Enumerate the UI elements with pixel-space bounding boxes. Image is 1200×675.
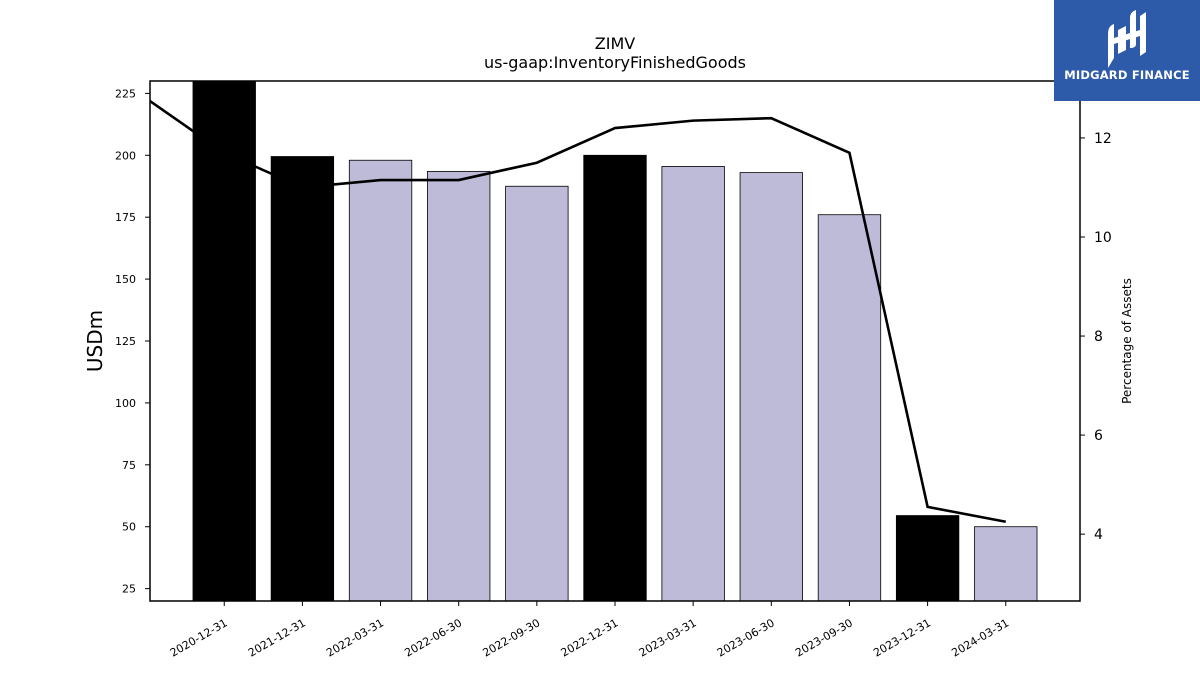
x-tick-label: 2023-12-31 bbox=[871, 616, 933, 659]
y-axis-left: 25 50 75 100 125 150 175 200 225 bbox=[115, 87, 150, 596]
x-tick-label: 2022-12-31 bbox=[559, 616, 621, 659]
y-tick-label: 175 bbox=[115, 211, 136, 224]
y-tick-label: 150 bbox=[115, 273, 136, 286]
y-tick-label: 100 bbox=[115, 397, 136, 410]
chart-title: ZIMV bbox=[595, 34, 635, 53]
line-group bbox=[150, 99, 1006, 524]
x-tick-label: 2022-06-30 bbox=[402, 616, 464, 659]
y-axis-label: USDm bbox=[83, 310, 107, 372]
bar-2023-06-30 bbox=[739, 172, 803, 602]
y2-axis-label: Percentage of Assets bbox=[1120, 278, 1134, 404]
x-tick-label: 2022-09-30 bbox=[480, 616, 542, 659]
bar-2023-09-30 bbox=[817, 214, 882, 602]
x-axis: 2020-12-31 2021-12-31 2022-03-31 2022-06-30… bbox=[168, 601, 1011, 660]
x-tick-label: 2023-03-31 bbox=[637, 616, 699, 659]
y-tick-label: 125 bbox=[115, 335, 136, 348]
bar-2021-12-31 bbox=[270, 156, 335, 602]
x-tick-label: 2020-12-31 bbox=[168, 616, 230, 659]
percentage-line bbox=[150, 99, 1006, 524]
y-tick-label: 225 bbox=[115, 87, 136, 100]
y2-tick-label: 4 bbox=[1094, 527, 1103, 543]
y-tick-label: 50 bbox=[122, 521, 136, 534]
y-tick-label: 25 bbox=[122, 583, 136, 596]
x-tick-label: 2023-06-30 bbox=[715, 616, 777, 659]
x-tick-label: 2024-03-31 bbox=[949, 616, 1011, 659]
midgard-finance-logo: MIDGARD FINANCE bbox=[1054, 0, 1200, 101]
bar-2022-12-31 bbox=[583, 154, 647, 602]
bar-2022-03-31 bbox=[348, 159, 413, 602]
chart-subtitle: us-gaap:InventoryFinishedGoods bbox=[484, 53, 746, 72]
y-tick-label: 75 bbox=[122, 459, 136, 472]
y2-tick-label: 10 bbox=[1094, 230, 1112, 246]
x-tick-label: 2023-09-30 bbox=[793, 616, 855, 659]
y-tick-label: 200 bbox=[115, 149, 136, 162]
logo-mark-icon bbox=[1108, 10, 1146, 68]
bars-group bbox=[192, 80, 1038, 602]
y2-tick-label: 6 bbox=[1094, 428, 1103, 444]
y2-tick-label: 12 bbox=[1094, 131, 1112, 147]
bar-2024-03-31 bbox=[974, 526, 1038, 602]
x-tick-label: 2022-03-31 bbox=[324, 616, 386, 659]
bar-2022-06-30 bbox=[427, 170, 491, 602]
y-axis-right: 4 6 8 10 12 bbox=[1080, 131, 1112, 543]
bar-2023-03-31 bbox=[661, 166, 725, 602]
bar-2022-09-30 bbox=[505, 185, 569, 602]
x-tick-label: 2021-12-31 bbox=[246, 616, 308, 659]
bar-2023-12-31 bbox=[895, 515, 960, 602]
logo-text: MIDGARD FINANCE bbox=[1064, 68, 1190, 82]
bar-2020-12-31 bbox=[192, 80, 256, 602]
y2-tick-label: 8 bbox=[1094, 329, 1103, 345]
